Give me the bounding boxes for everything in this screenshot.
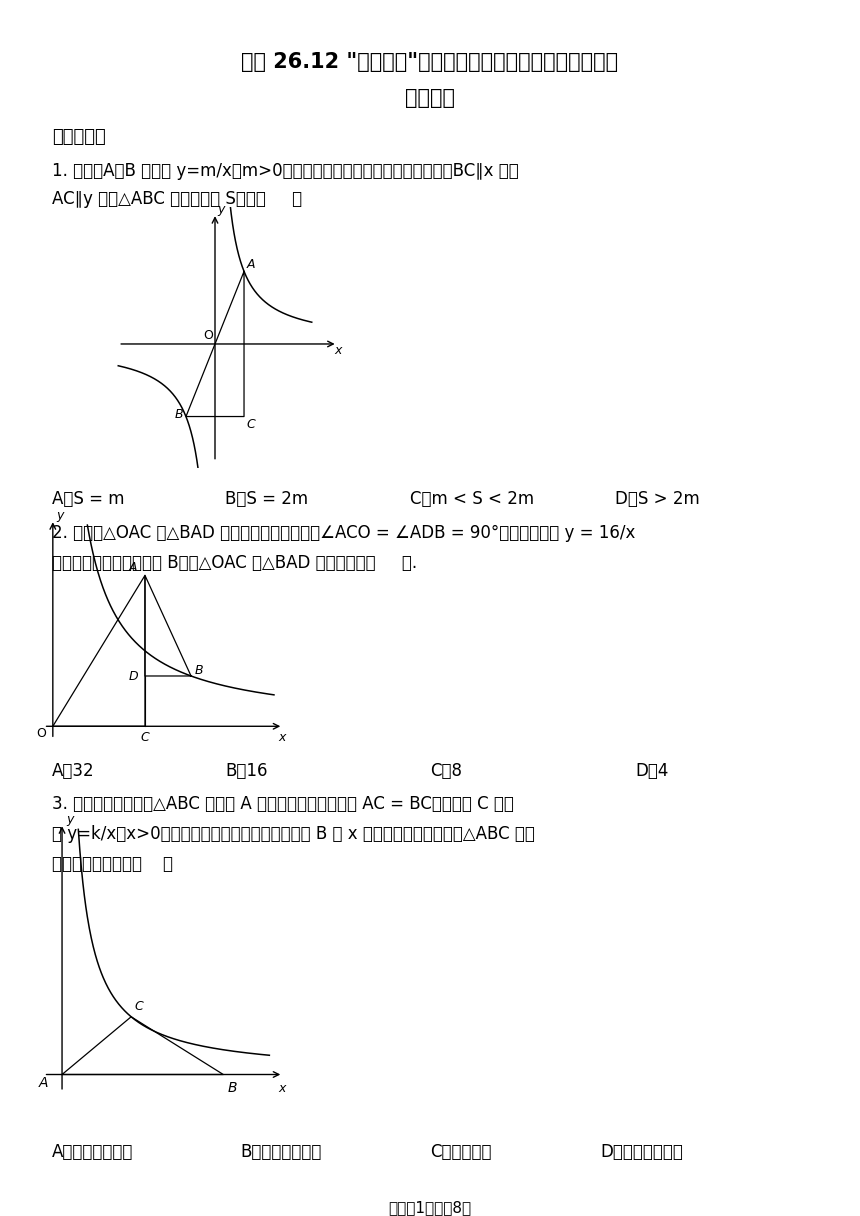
Text: 1. 如图，A，B 是函数 y=m/x（m>0）的图象上关于原点对称的任意两点，BC∥x 轴，: 1. 如图，A，B 是函数 y=m/x（m>0）的图象上关于原点对称的任意两点，… — [52, 162, 519, 180]
Text: y: y — [218, 203, 225, 216]
Text: C．8: C．8 — [430, 762, 462, 779]
Text: D: D — [129, 670, 138, 683]
Text: B．S = 2m: B．S = 2m — [225, 490, 308, 508]
Text: x: x — [335, 344, 341, 356]
Text: B: B — [175, 409, 183, 421]
Text: C．一直不变: C．一直不变 — [430, 1143, 492, 1161]
Text: A: A — [247, 258, 255, 271]
Text: D．4: D．4 — [635, 762, 668, 779]
Text: y: y — [67, 814, 74, 827]
Text: y: y — [57, 510, 64, 523]
Text: x: x — [279, 1082, 286, 1094]
Text: C: C — [140, 731, 149, 744]
Text: O: O — [204, 330, 213, 342]
Text: 3. 如图，等腰三角形△ABC 的顶点 A 在原点固定，且始终有 AC = BC，当顶点 C 在函: 3. 如图，等腰三角形△ABC 的顶点 A 在原点固定，且始终有 AC = BC… — [52, 795, 514, 814]
Text: A．32: A．32 — [52, 762, 95, 779]
Text: A．先减小后增大: A．先减小后增大 — [52, 1143, 133, 1161]
Text: A: A — [129, 561, 138, 574]
Text: O: O — [37, 727, 46, 741]
Text: 2. 如图，△OAC 和△BAD 都是等腰直角三角形，∠ACO = ∠ADB = 90°，反比例函数 y = 16/x: 2. 如图，△OAC 和△BAD 都是等腰直角三角形，∠ACO = ∠ADB =… — [52, 524, 636, 542]
Text: A．S = m: A．S = m — [52, 490, 125, 508]
Text: B: B — [228, 1081, 237, 1094]
Text: 积大小变化情况是（    ）: 积大小变化情况是（ ） — [52, 855, 173, 873]
Text: AC∥y 轴，△ABC 的面积记为 S，则（     ）: AC∥y 轴，△ABC 的面积记为 S，则（ ） — [52, 190, 302, 208]
Text: 一、单选题: 一、单选题 — [52, 128, 106, 146]
Text: 在第一象限的图象经过点 B，则△OAC 与△BAD 的面积差为（     ）.: 在第一象限的图象经过点 B，则△OAC 与△BAD 的面积差为（ ）. — [52, 554, 417, 572]
Text: C．m < S < 2m: C．m < S < 2m — [410, 490, 534, 508]
Text: B: B — [194, 664, 203, 677]
Text: A: A — [39, 1076, 48, 1091]
Text: 试卷第1页，共8页: 试卷第1页，共8页 — [389, 1200, 471, 1215]
Text: C: C — [135, 1001, 144, 1013]
Text: x: x — [279, 731, 286, 744]
Text: 专题 26.12 "设参求值"解决反比例函数问题（基础篇）（专: 专题 26.12 "设参求值"解决反比例函数问题（基础篇）（专 — [242, 52, 618, 72]
Text: D．先增大后不变: D．先增大后不变 — [600, 1143, 683, 1161]
Text: B．16: B．16 — [225, 762, 267, 779]
Text: 项练习）: 项练习） — [405, 88, 455, 108]
Text: B．先增大后减小: B．先增大后减小 — [240, 1143, 322, 1161]
Text: D．S > 2m: D．S > 2m — [615, 490, 700, 508]
Text: C: C — [247, 418, 255, 430]
Text: 数 y=k/x（x>0）的图象上从上到下运动时，顶点 B 在 x 轴的正半轴上移动，则△ABC 的面: 数 y=k/x（x>0）的图象上从上到下运动时，顶点 B 在 x 轴的正半轴上移… — [52, 824, 535, 843]
